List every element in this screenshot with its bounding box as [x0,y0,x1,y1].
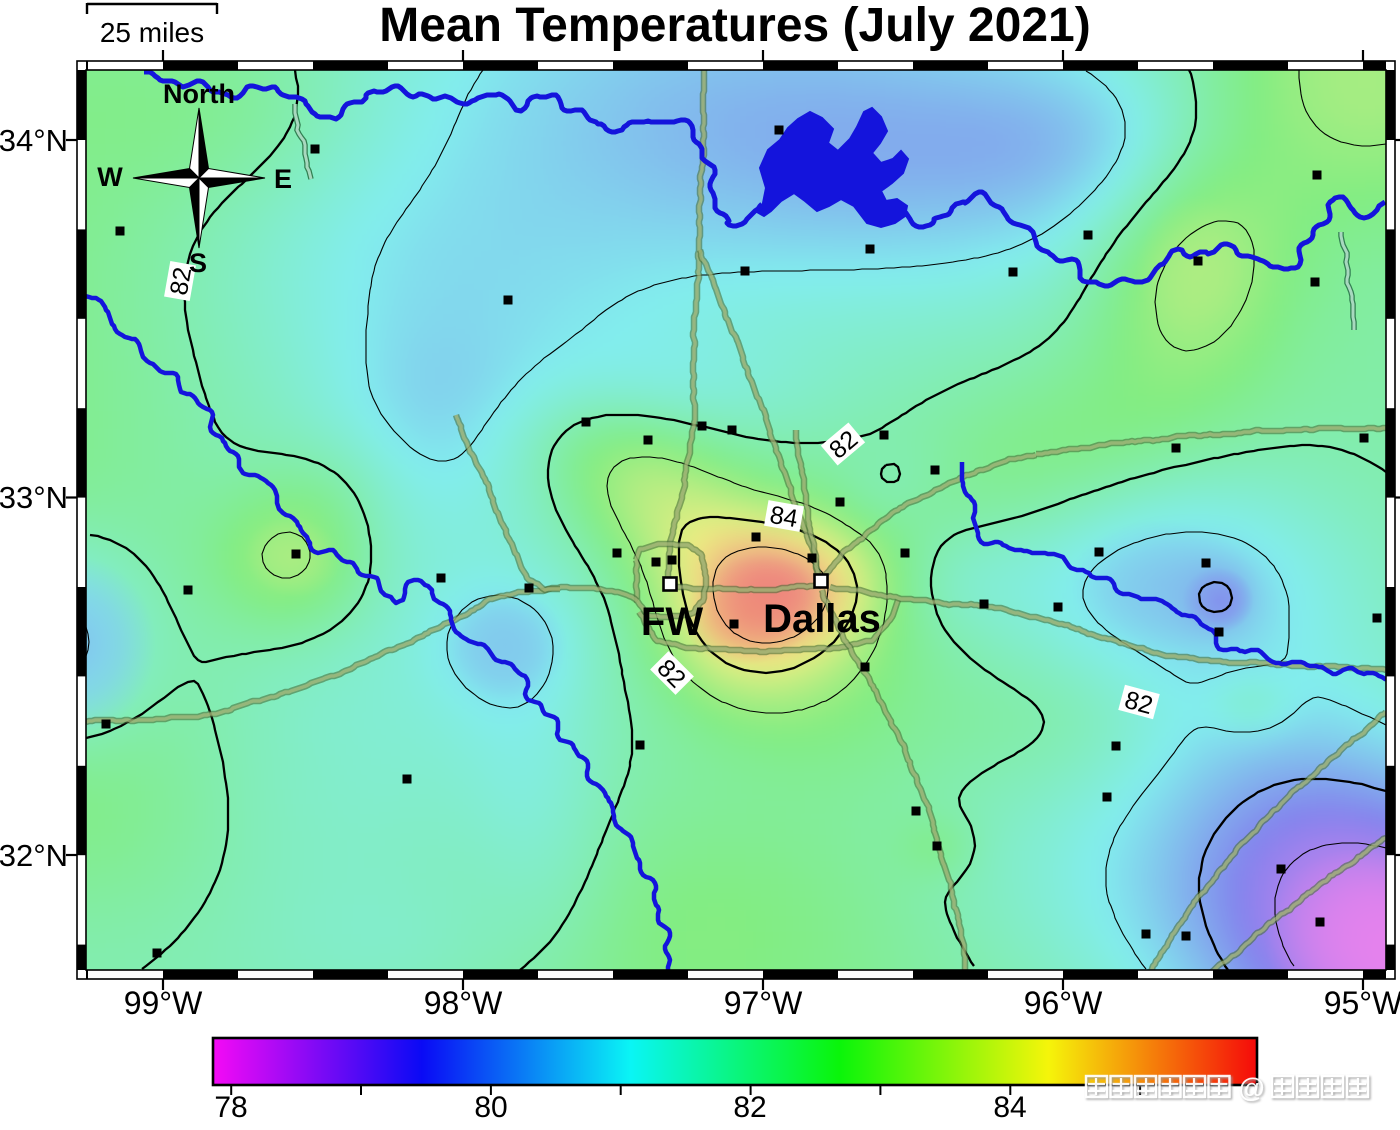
svg-text:84: 84 [768,501,800,533]
svg-text:84: 84 [993,1091,1026,1124]
svg-text:97°W: 97°W [724,985,803,1021]
svg-text:Mean Temperatures (July 2021): Mean Temperatures (July 2021) [379,0,1090,52]
svg-text:33°N: 33°N [0,480,68,515]
svg-text:82: 82 [165,265,197,297]
svg-text:S: S [189,248,207,278]
svg-text:25 miles: 25 miles [100,17,204,48]
svg-text:99°W: 99°W [124,985,203,1021]
svg-text:@: @ [1238,1073,1265,1103]
svg-text:North: North [163,79,235,109]
svg-text:W: W [97,162,123,192]
svg-text:98°W: 98°W [424,985,503,1021]
svg-text:FW: FW [641,600,703,644]
svg-text:82: 82 [733,1091,766,1124]
svg-text:Dallas: Dallas [763,597,881,641]
svg-text:32°N: 32°N [0,838,68,873]
svg-text:95°W: 95°W [1324,985,1400,1021]
svg-text:E: E [274,164,292,194]
svg-text:78: 78 [214,1091,247,1124]
svg-text:80: 80 [474,1091,507,1124]
svg-text:96°W: 96°W [1024,985,1103,1021]
svg-text:34°N: 34°N [0,123,68,158]
